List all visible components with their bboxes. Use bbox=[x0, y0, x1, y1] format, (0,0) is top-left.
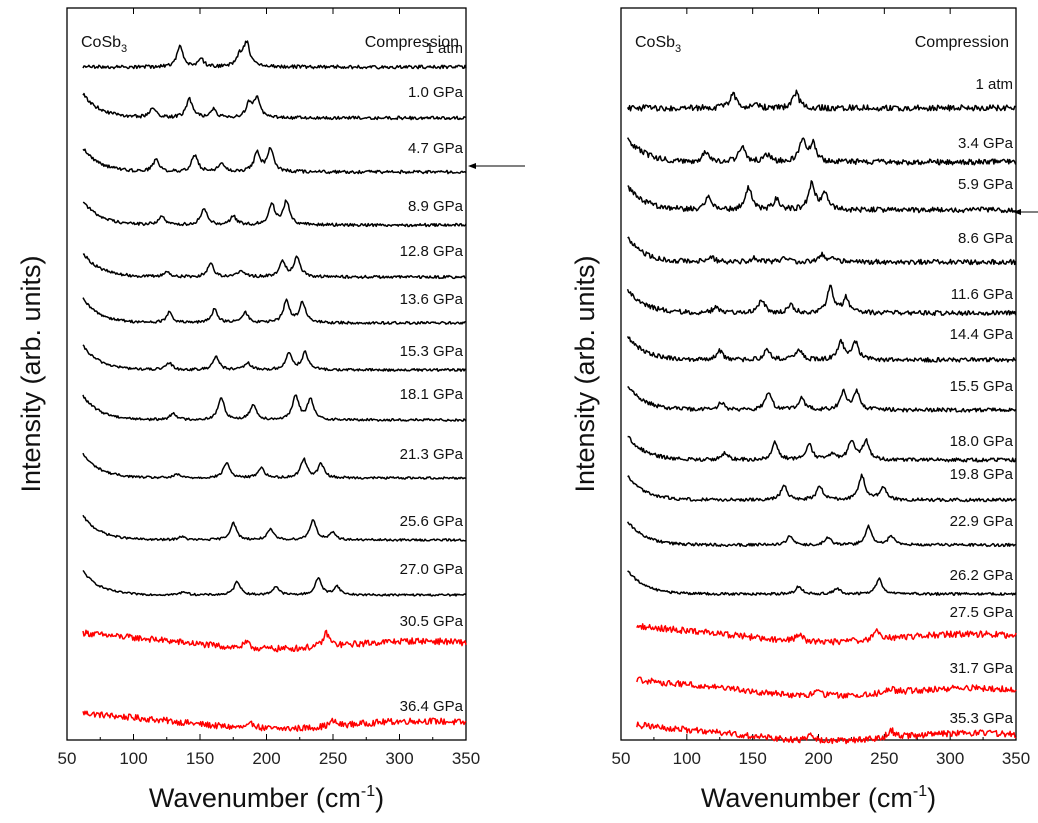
pressure-label: 15.5 GPa bbox=[950, 378, 1014, 395]
spectrum-trace bbox=[82, 344, 467, 372]
spectrum-trace bbox=[82, 147, 467, 175]
spectrum-trace bbox=[627, 435, 1017, 463]
spectrum-trace bbox=[627, 180, 1017, 214]
pressure-label: 4.7 GPa bbox=[408, 140, 464, 157]
pressure-label: 35.3 GPa bbox=[950, 710, 1014, 727]
spectrum-trace bbox=[82, 710, 467, 732]
spectrum-trace bbox=[82, 514, 467, 542]
pressure-label: 5.9 GPa bbox=[958, 176, 1014, 193]
pressure-label: 27.5 GPa bbox=[950, 604, 1014, 621]
arrow-head bbox=[1013, 209, 1021, 215]
spectrum-trace bbox=[627, 236, 1017, 266]
x-tick-label: 300 bbox=[936, 749, 964, 768]
spectrum-trace bbox=[626, 521, 1016, 548]
pressure-label: 12.8 GPa bbox=[400, 243, 464, 260]
sample-label: CoSb3 bbox=[635, 34, 681, 55]
chart-panel-left: 50 100 150 200 250 300 350 Wavenumber (cm-1) Int… bbox=[16, 7, 525, 813]
y-axis-label: Intensity (arb. units) bbox=[570, 255, 600, 492]
mode-label: Compression bbox=[915, 34, 1009, 51]
spectrum-trace bbox=[82, 199, 467, 228]
pressure-label: 8.6 GPa bbox=[958, 230, 1014, 247]
pressure-label: 36.4 GPa bbox=[400, 698, 464, 715]
pressure-label: 30.5 GPa bbox=[400, 613, 464, 630]
pressure-label: 21.3 GPa bbox=[400, 446, 464, 463]
spectrum-trace bbox=[626, 89, 1016, 112]
pressure-label: 3.4 GPa bbox=[958, 135, 1014, 152]
pressure-label: 22.9 GPa bbox=[950, 513, 1014, 530]
spectrum-trace bbox=[82, 569, 467, 597]
x-tick-label: 250 bbox=[870, 749, 898, 768]
pressure-label: 1 atm bbox=[975, 76, 1013, 93]
x-tick-label: 350 bbox=[452, 749, 480, 768]
pressure-label: 14.4 GPa bbox=[950, 326, 1014, 343]
sample-label: CoSb3 bbox=[81, 34, 127, 55]
pressure-label: 18.1 GPa bbox=[400, 386, 464, 403]
spectrum-trace bbox=[636, 676, 1017, 699]
mode-label: Compression bbox=[365, 34, 459, 51]
spectrum-trace bbox=[82, 40, 467, 70]
spectrum-trace bbox=[627, 385, 1017, 413]
x-tick-label: 150 bbox=[738, 749, 766, 768]
x-tick-label: 50 bbox=[58, 749, 77, 768]
pressure-label: 27.0 GPa bbox=[400, 561, 464, 578]
x-tick-label: 100 bbox=[119, 749, 147, 768]
pressure-label: 26.2 GPa bbox=[950, 567, 1014, 584]
pressure-label: 25.6 GPa bbox=[400, 513, 464, 530]
x-tick-label: 50 bbox=[612, 749, 631, 768]
pressure-label: 13.6 GPa bbox=[400, 291, 464, 308]
pressure-label: 31.7 GPa bbox=[950, 660, 1014, 677]
x-tick-label: 200 bbox=[252, 749, 280, 768]
pressure-label: 18.0 GPa bbox=[950, 433, 1014, 450]
pressure-label: 15.3 GPa bbox=[400, 343, 464, 360]
x-tick-label: 250 bbox=[319, 749, 347, 768]
spectrum-trace bbox=[82, 92, 467, 121]
x-tick-label: 350 bbox=[1002, 749, 1030, 768]
spectrum-trace bbox=[82, 297, 467, 326]
pressure-label: 19.8 GPa bbox=[950, 466, 1014, 483]
x-tick-label: 200 bbox=[804, 749, 832, 768]
chart-panel-right: 50 100 150 200 250 300 350 Wavenumber (cm-1) Int… bbox=[570, 7, 1038, 813]
x-tick-label: 300 bbox=[385, 749, 413, 768]
spectrum-trace bbox=[626, 284, 1017, 317]
spectrum-trace bbox=[82, 452, 467, 480]
x-tick-label: 100 bbox=[673, 749, 701, 768]
spectrum-trace bbox=[82, 629, 467, 653]
arrow-head bbox=[468, 163, 476, 169]
x-tick-label: 150 bbox=[186, 749, 214, 768]
y-axis-label: Intensity (arb. units) bbox=[16, 255, 46, 492]
pressure-label: 8.9 GPa bbox=[408, 198, 464, 215]
spectrum-trace bbox=[636, 623, 1017, 646]
spectrum-trace bbox=[627, 473, 1017, 503]
spectrum-trace bbox=[636, 721, 1017, 745]
spectrum-trace bbox=[82, 253, 467, 280]
x-axis-label: Wavenumber (cm-1) bbox=[701, 783, 936, 813]
pressure-label: 1 atm bbox=[425, 40, 463, 57]
spectrum-trace bbox=[627, 570, 1017, 596]
pressure-label: 11.6 GPa bbox=[951, 286, 1014, 303]
spectrum-trace bbox=[626, 137, 1017, 166]
x-axis-label: Wavenumber (cm-1) bbox=[149, 783, 384, 813]
pressure-label: 1.0 GPa bbox=[408, 84, 464, 101]
spectrum-trace bbox=[626, 336, 1017, 363]
spectrum-trace bbox=[82, 394, 467, 422]
